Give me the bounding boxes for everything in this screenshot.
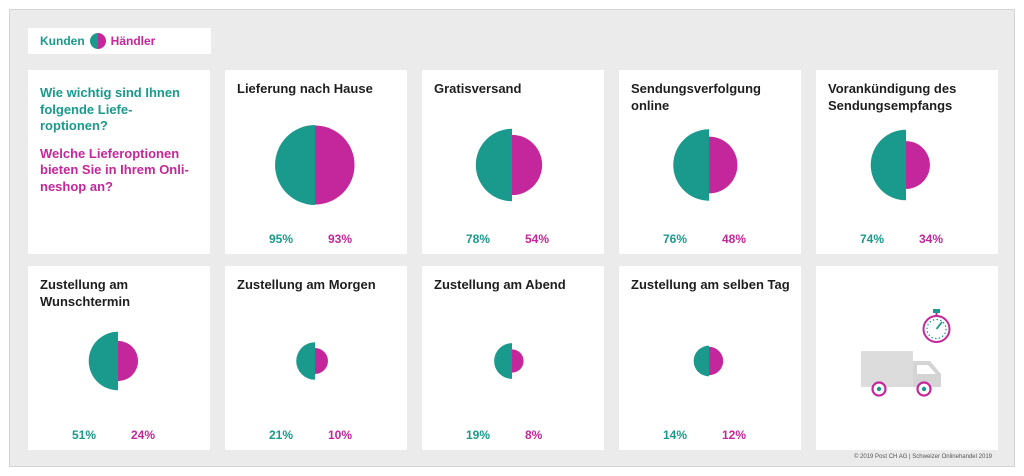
chart-card: Gratisversand 78% 54% <box>422 70 604 254</box>
infographic-frame: Kunden Händler Wie wichtig sind Ihnen fo… <box>9 9 1015 467</box>
merchants-half-slice <box>315 348 328 374</box>
customers-percent-label: 21% <box>269 428 294 442</box>
chart-title: Zustellung am selben Tag <box>631 277 790 292</box>
merchants-percent-label: 10% <box>328 428 353 442</box>
merchants-percent-label: 24% <box>131 428 156 442</box>
chart-title: Vorankündigung des Sendungsempfangs <box>828 81 957 113</box>
customers-percent-label: 14% <box>663 428 688 442</box>
legend-merchants-label: Händler <box>110 34 156 48</box>
chart-title: Zustellung am Abend <box>434 277 566 292</box>
customers-half-slice <box>494 343 512 379</box>
merchants-half-slice <box>709 346 724 376</box>
stopwatch-icon <box>922 309 951 343</box>
customers-percent-label: 78% <box>466 232 491 246</box>
customers-percent-label: 74% <box>860 232 885 246</box>
chart-card: Zustellung am Wunschtermin 51% 24% <box>28 266 210 450</box>
merchants-percent-label: 93% <box>328 232 353 246</box>
chart-title: Zustellung am Morgen <box>237 277 376 292</box>
chart-title: Gratisversand <box>434 81 522 96</box>
customers-half-slice <box>88 331 118 391</box>
legend-customers-label: Kunden <box>40 34 85 48</box>
split-pie <box>494 343 524 379</box>
customer-question: Wie wichtig sind Ihnen folgende Liefe-ro… <box>40 85 180 133</box>
merchants-percent-label: 48% <box>722 232 747 246</box>
chart-card: Lieferung nach Hause 95% 93% <box>225 70 407 254</box>
chart-card: Zustellung am Morgen 21% 10% <box>225 266 407 450</box>
customers-percent-label: 95% <box>269 232 294 246</box>
customers-half-slice <box>296 342 315 380</box>
customers-half-slice <box>693 345 709 377</box>
chart-card: Zustellung am Abend 19% 8% <box>422 266 604 450</box>
split-pie <box>693 345 724 377</box>
customers-percent-label: 51% <box>72 428 97 442</box>
intro-card: Wie wichtig sind Ihnen folgende Liefe-ro… <box>28 70 210 254</box>
customers-half-slice <box>673 129 709 201</box>
split-pie <box>870 129 930 201</box>
chart-title: Zustellung am Wunschtermin <box>40 277 131 309</box>
merchants-half-slice <box>906 141 930 189</box>
merchants-half-slice <box>118 340 139 382</box>
merchants-half-slice <box>512 349 524 373</box>
chart-card: Sendungsverfolgung online 76% 48% <box>619 70 801 254</box>
merchants-half-slice <box>512 134 543 196</box>
split-pie <box>88 331 139 391</box>
merchants-half-slice <box>315 125 355 205</box>
copyright: © 2019 Post CH AG | Schweizer Onlinehand… <box>853 454 992 460</box>
merchants-percent-label: 34% <box>919 232 944 246</box>
delivery-van-icon <box>861 351 941 397</box>
customers-half-slice <box>870 129 906 201</box>
illustration-card <box>816 266 998 450</box>
split-pie <box>296 342 328 380</box>
merchants-half-slice <box>709 136 738 194</box>
customers-percent-label: 76% <box>663 232 688 246</box>
merchants-percent-label: 8% <box>525 428 543 442</box>
split-pie <box>673 129 738 201</box>
merchants-percent-label: 54% <box>525 232 550 246</box>
customers-percent-label: 19% <box>466 428 491 442</box>
split-pie <box>475 128 543 202</box>
chart-card: Zustellung am selben Tag 14% 12% <box>619 266 801 450</box>
split-pie <box>275 125 355 205</box>
legend: Kunden Händler <box>28 28 211 54</box>
legend-split-circle-icon <box>89 33 106 49</box>
chart-card: Vorankündigung des Sendungsempfangs 74% 34… <box>816 70 998 254</box>
merchant-question: Welche Lieferoptionen bieten Sie in Ihre… <box>40 145 189 194</box>
chart-title: Lieferung nach Hause <box>237 81 373 96</box>
customers-half-slice <box>275 125 315 205</box>
chart-title: Sendungsverfolgung online <box>631 81 761 113</box>
delivery-illustration <box>861 309 951 397</box>
customers-half-slice <box>475 128 512 202</box>
merchants-percent-label: 12% <box>722 428 747 442</box>
